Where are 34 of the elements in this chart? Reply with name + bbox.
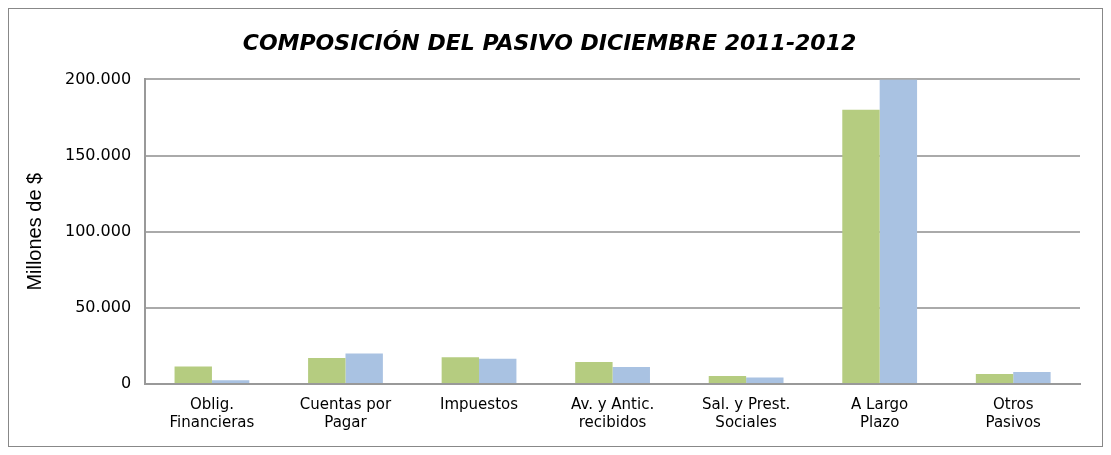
bar — [975, 373, 1014, 383]
bar — [174, 366, 212, 383]
bar — [479, 358, 517, 383]
category-label: Av. y Antic. — [571, 394, 655, 413]
y-tick-label: 50.000 — [75, 297, 132, 317]
category-label: Pasivos — [985, 412, 1041, 431]
bar — [879, 79, 918, 383]
bar — [308, 358, 346, 383]
bar — [1013, 372, 1051, 383]
x-tick-label: Impuestos — [440, 394, 519, 413]
bar — [612, 366, 650, 383]
category-label: Cuentas por — [299, 394, 392, 413]
category-label: Otros — [992, 394, 1034, 413]
category-label: Sal. y Prest. — [701, 394, 791, 413]
category-label: Plazo — [859, 412, 900, 431]
category-label: A Largo — [851, 394, 909, 413]
category-label: Sociales — [715, 412, 777, 431]
category-label: Oblig. — [189, 394, 234, 413]
bar — [575, 361, 613, 383]
bar — [708, 376, 747, 383]
y-tick-label: 100.000 — [64, 220, 132, 240]
category-label: recibidos — [578, 412, 647, 431]
category-label: Financieras — [169, 412, 255, 431]
category-label: Pagar — [324, 412, 367, 431]
bar — [211, 380, 250, 383]
bar — [441, 357, 480, 383]
bar — [746, 377, 784, 383]
y-tick-label: 150.000 — [64, 144, 132, 164]
chart-title: COMPOSICIÓN DEL PASIVO DICIEMBRE 2011-2012 — [242, 29, 857, 55]
y-tick-label: 0 — [120, 373, 132, 393]
y-tick-label: 200.000 — [64, 68, 132, 88]
bar — [345, 353, 383, 383]
y-axis-title: Millones de $ — [22, 172, 45, 291]
bar — [842, 109, 880, 383]
